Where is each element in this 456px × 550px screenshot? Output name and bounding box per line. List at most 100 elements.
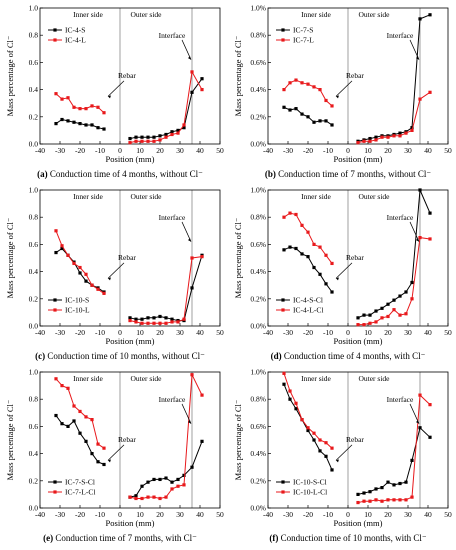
x-tick-label: -20 bbox=[75, 510, 85, 519]
data-point bbox=[282, 371, 286, 375]
data-point bbox=[362, 323, 366, 327]
data-point bbox=[368, 136, 372, 141]
data-point bbox=[200, 255, 204, 259]
data-point bbox=[176, 128, 180, 132]
rebar-arrowhead bbox=[108, 459, 111, 463]
interface-arrowhead bbox=[188, 238, 191, 242]
data-point bbox=[134, 139, 138, 143]
x-tick-label: -30 bbox=[55, 146, 65, 155]
series-line bbox=[129, 441, 203, 498]
data-point bbox=[54, 229, 58, 233]
y-tick-label: 0.6 bbox=[29, 58, 39, 67]
rebar-annotation-label: Rebar bbox=[346, 71, 364, 80]
data-point bbox=[300, 223, 304, 227]
panel-caption-letter: (c) bbox=[35, 351, 47, 361]
inner-side-label: Inner side bbox=[301, 10, 331, 19]
data-point bbox=[140, 135, 144, 139]
data-point bbox=[102, 111, 106, 115]
series-line bbox=[129, 372, 203, 500]
x-tick-label: 20 bbox=[384, 146, 392, 155]
data-point bbox=[428, 211, 432, 215]
outer-side-label: Outer side bbox=[358, 192, 390, 201]
legend-swatch-marker bbox=[53, 28, 57, 32]
data-point bbox=[146, 321, 150, 325]
plot-frame bbox=[267, 371, 449, 509]
interface-annotation-label: Interface bbox=[387, 31, 414, 40]
data-point bbox=[152, 139, 156, 143]
data-point bbox=[84, 123, 88, 127]
data-point bbox=[428, 435, 432, 439]
data-point bbox=[84, 439, 88, 443]
x-tick-label: 40 bbox=[424, 146, 432, 155]
data-point bbox=[404, 312, 408, 316]
rebar-annotation-label: Rebar bbox=[118, 435, 136, 444]
x-tick-label: -30 bbox=[55, 328, 65, 337]
data-point bbox=[152, 321, 156, 325]
x-tick-label: 30 bbox=[404, 510, 412, 519]
series-line bbox=[55, 230, 105, 294]
series-IC-10-L-Cl bbox=[282, 371, 432, 505]
data-point bbox=[96, 287, 100, 291]
data-point bbox=[368, 490, 372, 494]
data-point bbox=[182, 126, 186, 130]
series-IC-7-S-Cl bbox=[54, 413, 204, 499]
series-IC-7-L-Cl bbox=[54, 372, 204, 501]
data-point bbox=[176, 484, 180, 488]
panel-caption-letter: (d) bbox=[271, 351, 284, 361]
y-tick-label: 0.2% bbox=[250, 476, 266, 485]
data-point bbox=[410, 297, 414, 301]
x-tick-label: 10 bbox=[136, 510, 144, 519]
data-point bbox=[324, 454, 328, 458]
data-point bbox=[152, 495, 156, 499]
data-point bbox=[170, 317, 174, 321]
x-tick-label: -40 bbox=[263, 328, 273, 337]
panel-caption: (a) Conduction time of 4 months, without… bbox=[37, 169, 203, 179]
data-point bbox=[90, 104, 94, 108]
x-tick-label: 10 bbox=[136, 146, 144, 155]
data-point bbox=[190, 465, 194, 469]
data-point bbox=[418, 393, 422, 397]
interface-arrow bbox=[409, 221, 420, 242]
chart-panel-4: -40 -30 -20 -10 0 10 20 30 40 50 0.0% 0.2% 0.4% 0.6% 0… bbox=[233, 186, 452, 362]
data-point bbox=[90, 123, 94, 127]
y-tick-label: 0.4 bbox=[29, 267, 39, 276]
inner-side-label: Inner side bbox=[73, 374, 103, 383]
legend-swatch-marker bbox=[281, 28, 285, 32]
data-point bbox=[368, 321, 372, 325]
interface-arrowhead bbox=[416, 420, 419, 424]
legend-swatch-marker bbox=[281, 38, 285, 42]
data-point bbox=[318, 272, 322, 276]
data-point bbox=[96, 105, 100, 109]
data-point bbox=[84, 272, 88, 276]
y-tick-label: 0.8 bbox=[29, 31, 39, 40]
x-tick-label: -30 bbox=[283, 146, 293, 155]
data-point bbox=[282, 215, 286, 219]
y-tick-label: 0.4% bbox=[250, 85, 266, 94]
data-point bbox=[418, 97, 422, 101]
data-point bbox=[312, 120, 316, 124]
x-tick-label: 40 bbox=[424, 510, 432, 519]
x-tick-label: 0 bbox=[118, 328, 122, 337]
interface-arrowhead bbox=[188, 420, 191, 424]
data-point bbox=[380, 499, 384, 503]
data-point bbox=[368, 499, 372, 503]
series-IC-4-L-Cl bbox=[282, 211, 432, 327]
y-tick-label: 0.4% bbox=[250, 267, 266, 276]
y-tick-label: 0.0 bbox=[29, 504, 39, 513]
x-tick-label: 50 bbox=[216, 146, 224, 155]
data-point bbox=[362, 313, 366, 317]
data-point bbox=[318, 119, 322, 123]
interface-arrow bbox=[181, 39, 192, 60]
x-tick-label: 40 bbox=[196, 510, 204, 519]
data-point bbox=[306, 428, 310, 433]
rebar-arrow bbox=[107, 444, 125, 461]
inner-side-label: Inner side bbox=[301, 374, 331, 383]
data-point bbox=[72, 419, 76, 423]
outer-side-label: Outer side bbox=[130, 10, 162, 19]
data-point bbox=[190, 70, 194, 74]
data-point bbox=[140, 496, 144, 501]
legend-entry: IC-4-L-Cl bbox=[293, 306, 323, 315]
plot-frame bbox=[39, 189, 221, 327]
rebar-arrow bbox=[335, 444, 353, 461]
data-point bbox=[146, 316, 150, 320]
